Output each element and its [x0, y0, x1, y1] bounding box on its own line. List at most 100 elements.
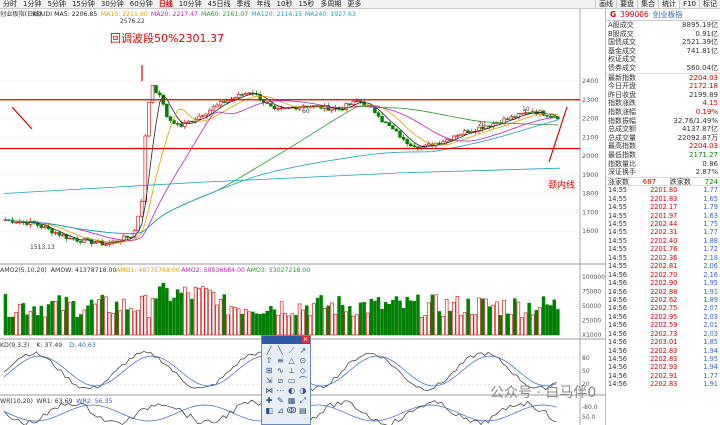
tab-mid-4[interactable]: 10秒	[276, 0, 293, 8]
candlestick	[505, 118, 510, 120]
tick-price: 2202.44	[650, 220, 678, 229]
draw-tool-icon[interactable]: ⊿	[277, 406, 284, 415]
watermark-text: 公众号 · 白马伴0	[490, 385, 597, 401]
close-icon[interactable]: ×	[302, 336, 309, 343]
draw-tool-icon[interactable]: ◇	[299, 366, 306, 375]
row-value: 8895.19亿	[682, 21, 718, 29]
tick-time: 14:55	[608, 186, 628, 195]
draw-tool-icon[interactable]: ∿	[277, 366, 284, 375]
tab-1[interactable]: 1分钟	[23, 0, 42, 8]
tick-volume: 1.77	[703, 228, 718, 237]
draw-tool-icon[interactable]: ▦	[287, 396, 296, 405]
volume-bar	[129, 308, 133, 336]
candlestick	[459, 133, 463, 136]
tick-time: 14:56	[608, 355, 628, 364]
candlestick	[523, 112, 528, 114]
tick-row: 14:55 2202.31 1.77	[606, 228, 720, 236]
tab-mid-6[interactable]: 多周期	[320, 0, 342, 8]
draw-tool-icon[interactable]: ▤	[299, 406, 307, 415]
volume-bar	[82, 309, 87, 336]
tab-6[interactable]: 日线	[158, 0, 173, 8]
draw-tool-icon[interactable]: ╲	[277, 346, 283, 355]
draw-tool-icon[interactable]: ⊙	[299, 356, 307, 365]
draw-tool-icon[interactable]: ⇧	[265, 356, 273, 365]
tick-list[interactable]: 14:55 2201.80 1.77 14:55 2201.83 1.65 14:55 220…	[606, 185, 720, 389]
toolbox-titlebar[interactable]: ×	[262, 336, 310, 344]
draw-tool-icon[interactable]: ╱	[266, 346, 272, 355]
draw-tool-icon[interactable]: ⟂	[288, 366, 295, 375]
volume-bar	[538, 307, 542, 336]
volume-bar	[157, 286, 162, 336]
tab-mid-2[interactable]: 季线	[236, 0, 251, 8]
kdj-axis-label: 80	[582, 355, 590, 362]
draw-tool-icon[interactable]: ⌒	[298, 376, 307, 385]
tab-4[interactable]: 30分钟	[100, 0, 124, 8]
draw-tool-icon[interactable]: ⋯	[276, 386, 285, 395]
toolbar-button-3[interactable]: 统计	[658, 0, 679, 9]
tab-2[interactable]: 5分钟	[47, 0, 66, 8]
volume-bar	[358, 302, 363, 336]
drawing-toolbox[interactable]: × ╱ ╲ ⟋ ↗ ⇧ ≡ △ ⊙ ⊞ ∿ ⟂ ◇ ⇲ ⧄ ▭ ⌒ ⋈ ⋯ ◐ ◑ ✚ ✎ ▦ ⤢ ◧ ⊿ ↂ ▤	[261, 335, 311, 425]
toolbar-button-5[interactable]: 标记	[699, 0, 720, 9]
volume-bar	[348, 306, 352, 336]
draw-tool-icon[interactable]: ◑	[299, 386, 307, 395]
volume-bar	[462, 312, 467, 336]
draw-tool-icon[interactable]: ◧	[265, 406, 273, 415]
tick-volume: 2.03	[703, 329, 718, 338]
candlestick	[50, 228, 54, 234]
tab-5[interactable]: 60分钟	[129, 0, 153, 8]
tick-volume: 2.01	[703, 321, 718, 330]
volume-bar	[269, 305, 273, 336]
drawing-tools-grid[interactable]: ╱ ╲ ⟋ ↗ ⇧ ≡ △ ⊙ ⊞ ∿ ⟂ ◇ ⇲ ⧄ ▭ ⌒ ⋈ ⋯ ◐ ◑ ✚ ✎ ▦ ⤢ ◧ ⊿ ↂ ▤	[262, 344, 310, 417]
row-label: A股成交	[608, 21, 634, 29]
tab-mid-1[interactable]: 45日线	[207, 0, 231, 8]
toolbar-button-4[interactable]: F10	[679, 0, 699, 9]
volume-legend-item: AMO2(5,10,20)	[0, 267, 47, 274]
index-stats-list: 最新指数 2204.03 今日开盘 2172.18 昨日收盘 2199.89 指数涨跌 4.1…	[606, 72, 720, 177]
annotation-arrow	[548, 106, 568, 163]
candlestick	[125, 235, 130, 238]
main-legend-item: MA5: 2206.85	[54, 11, 97, 18]
draw-tool-icon[interactable]: ⋈	[265, 386, 274, 395]
candlestick	[383, 121, 388, 124]
toolbar-button-0[interactable]: 画线	[595, 0, 616, 9]
draw-tool-icon[interactable]: ⧄	[277, 376, 283, 385]
tab-mid-0[interactable]: 10分钟	[178, 0, 202, 8]
candlestick	[39, 225, 44, 228]
candlestick	[487, 125, 492, 128]
tab-mid-7[interactable]: 更多	[347, 0, 362, 8]
draw-tool-icon[interactable]: ▭	[287, 376, 296, 385]
tab-mid-5[interactable]: 15秒	[298, 0, 315, 8]
toolbar-button-1[interactable]: 要盘	[616, 0, 637, 9]
volume-bar	[50, 300, 54, 336]
draw-tool-icon[interactable]: ≡	[277, 356, 284, 365]
row-label: 最低指数	[608, 150, 636, 159]
row-value: 2.87%	[695, 168, 718, 177]
tick-price: 2202.93	[650, 363, 678, 372]
volume-bar	[200, 286, 205, 336]
draw-tool-icon[interactable]: ⟋	[288, 346, 295, 355]
draw-tool-icon[interactable]: ◐	[288, 386, 296, 395]
tick-row: 14:56 2202.73 2.03	[606, 330, 720, 338]
draw-tool-icon[interactable]: ↗	[299, 346, 307, 355]
candlestick	[398, 130, 402, 138]
draw-tool-icon[interactable]: ✎	[277, 396, 284, 405]
toolbar-button-2[interactable]: 集合	[637, 0, 658, 9]
tick-volume: 1.91	[703, 380, 718, 389]
main-legend-item: KOUDI	[32, 11, 52, 18]
draw-tool-icon[interactable]: ⇲	[265, 376, 273, 385]
draw-tool-icon[interactable]: ⊞	[265, 366, 273, 375]
draw-tool-icon[interactable]: ⤢	[299, 396, 307, 405]
volume-bar	[208, 289, 212, 336]
volume-bar	[509, 314, 513, 336]
draw-tool-icon[interactable]: ↂ	[286, 406, 297, 415]
tab-0[interactable]: 分时	[3, 0, 17, 8]
tick-price: 2202.31	[650, 228, 678, 237]
draw-tool-icon[interactable]: △	[288, 356, 295, 365]
tab-3[interactable]: 15分钟	[71, 0, 95, 8]
main-legend-item: MA20: 2217.47	[151, 11, 198, 18]
tick-volume: 1.72	[703, 245, 718, 254]
tab-mid-3[interactable]: 年线	[256, 0, 271, 8]
draw-tool-icon[interactable]: ✚	[265, 396, 273, 405]
tick-row: 14:55 2202.36 2.18	[606, 254, 720, 262]
